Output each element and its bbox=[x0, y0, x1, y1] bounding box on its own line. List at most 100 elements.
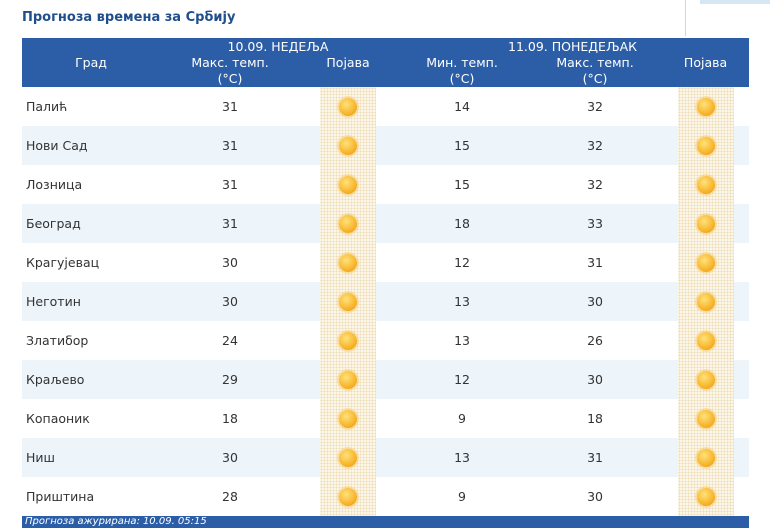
city-name: Ниш bbox=[22, 438, 160, 477]
sun-icon bbox=[339, 487, 357, 506]
page-title: Прогноза времена за Србију bbox=[22, 10, 236, 25]
min-temp: 9 bbox=[458, 489, 466, 504]
header-row: Град 10.09. НЕДЕЉА 11.09. ПОНЕДЕЉАК bbox=[22, 38, 750, 87]
icon-cell bbox=[300, 282, 397, 321]
city-name: Палић bbox=[26, 99, 68, 114]
min-temp: 12 bbox=[396, 360, 529, 399]
min-temp: 15 bbox=[396, 126, 529, 165]
city-name: Београд bbox=[22, 204, 160, 243]
icon-background bbox=[677, 282, 734, 321]
divider bbox=[685, 0, 686, 36]
max-temp: 30 bbox=[528, 360, 663, 399]
icon-background bbox=[320, 360, 376, 399]
sun-icon bbox=[696, 253, 715, 272]
column-header: Макс. темп. (°C) bbox=[160, 55, 300, 87]
icon-cell bbox=[300, 204, 397, 243]
column-label: Мин. темп. (°C) bbox=[426, 55, 498, 86]
footer-label: Прогноза ажурирана: bbox=[25, 516, 140, 527]
header-row: Макс. темп. (°C) Појава Мин. темп. (°C) … bbox=[22, 55, 750, 87]
max-temp: 26 bbox=[587, 333, 603, 348]
day-header: 10.09. НЕДЕЉА bbox=[160, 38, 397, 55]
city-name: Неготин bbox=[22, 282, 160, 321]
sun-icon bbox=[696, 448, 715, 467]
sun-icon bbox=[339, 331, 357, 350]
table-row: Београд 31 18 33 bbox=[22, 204, 750, 243]
table-row: Ниш 30 13 31 bbox=[22, 438, 750, 477]
min-temp: 18 bbox=[396, 204, 529, 243]
min-temp: 14 bbox=[454, 99, 470, 114]
max-temp: 28 bbox=[222, 489, 238, 504]
sun-icon bbox=[696, 487, 715, 506]
min-temp: 12 bbox=[454, 255, 470, 270]
icon-background bbox=[320, 87, 376, 126]
icon-cell bbox=[662, 243, 749, 282]
day-header: 11.09. ПОНЕДЕЉАК bbox=[396, 38, 750, 55]
max-temp: 30 bbox=[160, 438, 300, 477]
max-temp: 31 bbox=[528, 438, 663, 477]
sun-icon bbox=[696, 175, 715, 194]
table-row: Нови Сад 31 15 32 bbox=[22, 126, 750, 165]
max-temp: 31 bbox=[587, 255, 603, 270]
table-row: Крагујевац 30 12 31 bbox=[22, 243, 749, 282]
icon-cell bbox=[662, 126, 750, 165]
icon-cell bbox=[662, 360, 750, 399]
max-temp: 30 bbox=[587, 489, 603, 504]
table-row: Приштина 28 9 30 bbox=[22, 477, 749, 516]
table-body: Палић 31 14 32 Нови Сад 31 15 32 Лозница 31 15 32 Бе… bbox=[22, 87, 750, 516]
icon-cell bbox=[300, 126, 397, 165]
sun-icon bbox=[696, 370, 715, 389]
icon-cell bbox=[662, 399, 749, 438]
city-name: Краљево bbox=[22, 360, 160, 399]
min-temp: 13 bbox=[396, 438, 529, 477]
sun-icon bbox=[339, 409, 357, 428]
min-temp: 15 bbox=[454, 177, 470, 192]
max-temp: 18 bbox=[222, 411, 238, 426]
column-header: Појава bbox=[662, 55, 750, 87]
max-temp: 24 bbox=[222, 333, 238, 348]
sun-icon bbox=[339, 175, 357, 194]
icon-cell bbox=[662, 321, 749, 360]
sun-icon bbox=[339, 214, 357, 233]
city-name: Копаоник bbox=[26, 411, 90, 426]
icon-cell bbox=[300, 360, 397, 399]
city-name: Златибор bbox=[26, 333, 89, 348]
city-name: Приштина bbox=[26, 489, 95, 504]
sun-icon bbox=[696, 331, 715, 350]
max-temp: 33 bbox=[528, 204, 663, 243]
sun-icon bbox=[696, 409, 715, 428]
sun-icon bbox=[696, 97, 715, 116]
max-temp: 31 bbox=[222, 99, 238, 114]
icon-cell bbox=[662, 438, 750, 477]
max-temp: 31 bbox=[222, 177, 238, 192]
column-header: Макс. темп. (°C) bbox=[528, 55, 663, 87]
sun-icon bbox=[696, 292, 715, 311]
min-temp: 13 bbox=[396, 282, 529, 321]
table-row: Лозница 31 15 32 bbox=[22, 165, 749, 204]
icon-cell bbox=[300, 438, 397, 477]
city-name: Лозница bbox=[26, 177, 83, 192]
sun-icon bbox=[339, 370, 357, 389]
footer: Прогноза ажурирана: 10.09. 05:15 bbox=[22, 516, 749, 528]
icon-cell bbox=[662, 204, 750, 243]
icon-background bbox=[320, 321, 376, 360]
footer-time: 10.09. 05:15 bbox=[142, 516, 207, 527]
icon-cell bbox=[300, 243, 396, 282]
sun-icon bbox=[339, 136, 357, 155]
max-temp: 31 bbox=[160, 126, 300, 165]
table-row: Палић 31 14 32 bbox=[22, 87, 749, 126]
city-name: Нови Сад bbox=[22, 126, 160, 165]
column-header: Појава bbox=[300, 55, 397, 87]
sun-icon bbox=[339, 253, 357, 272]
icon-cell bbox=[300, 399, 396, 438]
table-row: Копаоник 18 9 18 bbox=[22, 399, 749, 438]
max-temp: 32 bbox=[587, 177, 603, 192]
max-temp: 32 bbox=[587, 99, 603, 114]
max-temp: 30 bbox=[222, 255, 238, 270]
max-temp: 32 bbox=[528, 126, 663, 165]
column-label: Макс. темп. (°C) bbox=[556, 55, 634, 86]
max-temp: 30 bbox=[160, 282, 300, 321]
column-label: Макс. темп. (°C) bbox=[191, 55, 269, 86]
max-temp: 30 bbox=[528, 282, 663, 321]
table-row: Краљево 29 12 30 bbox=[22, 360, 750, 399]
